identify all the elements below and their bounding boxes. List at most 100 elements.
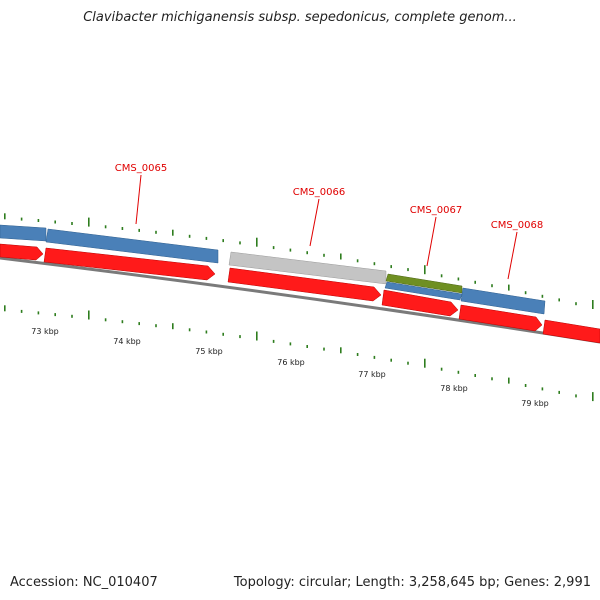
tick-mark	[4, 305, 6, 312]
kbp-label-track: 73 kbp 74 kbp 75 kbp 76 kbp 77 kbp 78 kbp 79 k…	[31, 327, 549, 408]
tick-mark	[71, 314, 73, 318]
tick-mark	[491, 377, 493, 381]
tick-mark	[407, 361, 409, 365]
tick-mark	[323, 253, 325, 257]
tick-mark	[474, 374, 476, 377]
tick-mark	[20, 217, 23, 221]
kbp-label: 73 kbp	[31, 327, 59, 336]
tick-mark	[172, 323, 174, 330]
tick-mark	[205, 330, 208, 334]
forward-cds-feature[interactable]	[43, 247, 216, 281]
forward-cds-feature[interactable]	[458, 304, 543, 332]
tick-mark	[424, 358, 426, 368]
gene-label-cms-0068[interactable]: CMS_0068	[491, 220, 543, 231]
grey-feature[interactable]	[228, 251, 387, 285]
tick-mark	[71, 222, 73, 225]
tick-mark	[491, 284, 493, 288]
tick-mark	[272, 339, 275, 343]
kbp-label: 75 kbp	[195, 347, 223, 356]
tick-mark	[188, 328, 191, 332]
tick-mark	[222, 332, 224, 336]
kbp-label: 78 kbp	[440, 384, 468, 393]
tick-mark	[155, 230, 157, 234]
gene-label-cms-0065[interactable]: CMS_0065	[115, 163, 167, 174]
reverse-cds-feature[interactable]	[45, 228, 219, 264]
accession-text: Accession: NC_010407	[10, 575, 158, 590]
tick-mark	[373, 355, 376, 359]
tick-mark	[306, 251, 308, 255]
tick-mark	[272, 246, 275, 250]
tick-mark	[239, 335, 241, 339]
tick-mark	[457, 277, 460, 281]
gene-label-leader	[426, 216, 437, 267]
tick-mark	[205, 236, 208, 240]
tick-mark	[256, 331, 258, 341]
tick-mark	[575, 394, 577, 398]
tick-mark	[138, 322, 140, 326]
tick-mark	[440, 367, 443, 371]
tick-mark	[289, 248, 292, 252]
kbp-label: 76 kbp	[277, 358, 305, 367]
tick-mark	[239, 241, 241, 245]
tick-mark	[474, 280, 476, 284]
tick-mark	[424, 265, 426, 275]
tick-mark	[592, 392, 594, 402]
tick-mark	[541, 387, 544, 391]
tick-mark	[457, 370, 460, 374]
reverse-cds-feature[interactable]	[0, 224, 47, 242]
tick-mark	[541, 294, 544, 298]
tick-mark	[323, 347, 325, 351]
tick-mark	[390, 358, 392, 362]
tick-mark	[340, 253, 342, 260]
tick-mark	[104, 318, 107, 322]
tick-mark	[4, 213, 6, 220]
upper-tick-track	[4, 213, 594, 309]
reverse-cds-feature[interactable]	[384, 281, 463, 301]
tick-mark	[390, 265, 392, 269]
tick-mark	[88, 217, 90, 227]
tick-mark	[340, 347, 342, 354]
tick-mark	[37, 311, 40, 315]
tick-mark	[172, 229, 174, 236]
gene-label-leader	[507, 231, 518, 280]
tick-mark	[155, 324, 157, 328]
tick-mark	[373, 262, 376, 266]
tick-mark	[256, 237, 258, 247]
kbp-label: 79 kbp	[521, 399, 549, 408]
genome-backbone	[0, 256, 600, 344]
tick-mark	[121, 227, 124, 230]
tick-mark	[306, 345, 308, 348]
tick-mark	[54, 313, 56, 317]
topology-summary-text: Topology: circular; Length: 3,258,645 bp…	[233, 575, 591, 590]
tick-mark	[138, 228, 140, 232]
gene-label-cms-0067[interactable]: CMS_0067	[410, 205, 462, 216]
kbp-label: 77 kbp	[358, 370, 386, 379]
lower-tick-track	[4, 305, 594, 402]
reverse-cds-feature[interactable]	[460, 287, 546, 315]
tick-mark	[356, 353, 359, 356]
top-feature-track	[0, 224, 546, 315]
tick-mark	[558, 390, 560, 394]
tick-mark	[575, 302, 577, 306]
tick-mark	[508, 377, 510, 384]
forward-cds-feature[interactable]	[227, 267, 382, 302]
tick-mark	[289, 342, 292, 346]
tick-mark	[104, 225, 107, 229]
tick-mark	[440, 274, 443, 278]
tick-mark	[407, 268, 409, 272]
forward-cds-feature[interactable]	[381, 289, 459, 317]
tick-mark	[37, 219, 40, 222]
kbp-label: 74 kbp	[113, 337, 141, 346]
tick-mark	[54, 220, 56, 224]
gene-label-track: CMS_0065 CMS_0066 CMS_0067 CMS_0068	[115, 163, 543, 280]
bottom-feature-track	[0, 243, 600, 344]
map-title: Clavibacter michiganensis subsp. sepedon…	[83, 10, 517, 25]
forward-cds-feature[interactable]	[0, 243, 44, 261]
tick-mark	[88, 310, 90, 320]
tick-mark	[20, 309, 23, 313]
tick-mark	[356, 259, 359, 263]
tick-mark	[558, 298, 560, 302]
gene-label-cms-0066[interactable]: CMS_0066	[293, 187, 345, 198]
forward-cds-feature[interactable]	[542, 319, 600, 344]
